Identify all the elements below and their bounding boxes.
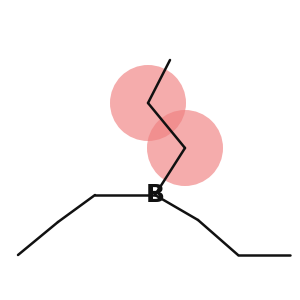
Circle shape	[110, 65, 186, 141]
Circle shape	[147, 110, 223, 186]
Text: B: B	[146, 183, 164, 207]
